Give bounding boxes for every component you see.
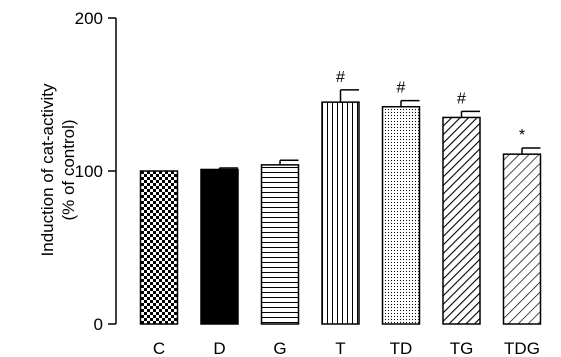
bar-g <box>260 164 300 325</box>
x-tick-label-tg: TG <box>450 339 474 357</box>
x-tick-label-td: TD <box>390 339 413 357</box>
y-axis-title-line-1: Induction of cat-activity <box>38 83 57 256</box>
bar-tg <box>442 116 481 325</box>
x-axis-tick-labels: C D G T TD TG TDG <box>153 339 540 357</box>
x-tick-label-d: D <box>213 339 225 357</box>
annotation-tdg: * <box>519 127 525 144</box>
x-tick-label-c: C <box>153 339 165 357</box>
annotation-t: # <box>336 69 345 86</box>
y-tick-label: 100 <box>75 162 103 181</box>
bar-c <box>139 170 179 325</box>
annotation-td: # <box>397 80 406 97</box>
error-bars <box>218 89 541 170</box>
x-tick-label-tdg: TDG <box>504 339 540 357</box>
x-tick-label-t: T <box>335 339 345 357</box>
y-tick-label: 0 <box>94 315 103 334</box>
bar-d <box>200 168 239 325</box>
x-tick-label-g: G <box>273 339 286 357</box>
y-axis-title: Induction of cat-activity (% of control) <box>38 83 78 256</box>
bar-td <box>381 105 421 325</box>
y-axis-ticks: 0 100 200 <box>75 9 116 334</box>
annotation-tg: # <box>457 90 466 107</box>
bars <box>139 101 542 325</box>
y-axis-title-line-2: (% of control) <box>59 119 78 220</box>
bar-t <box>321 101 360 325</box>
significance-annotations: # # # * <box>336 69 525 144</box>
bar-tdg <box>502 153 542 325</box>
y-tick-label: 200 <box>75 9 103 28</box>
